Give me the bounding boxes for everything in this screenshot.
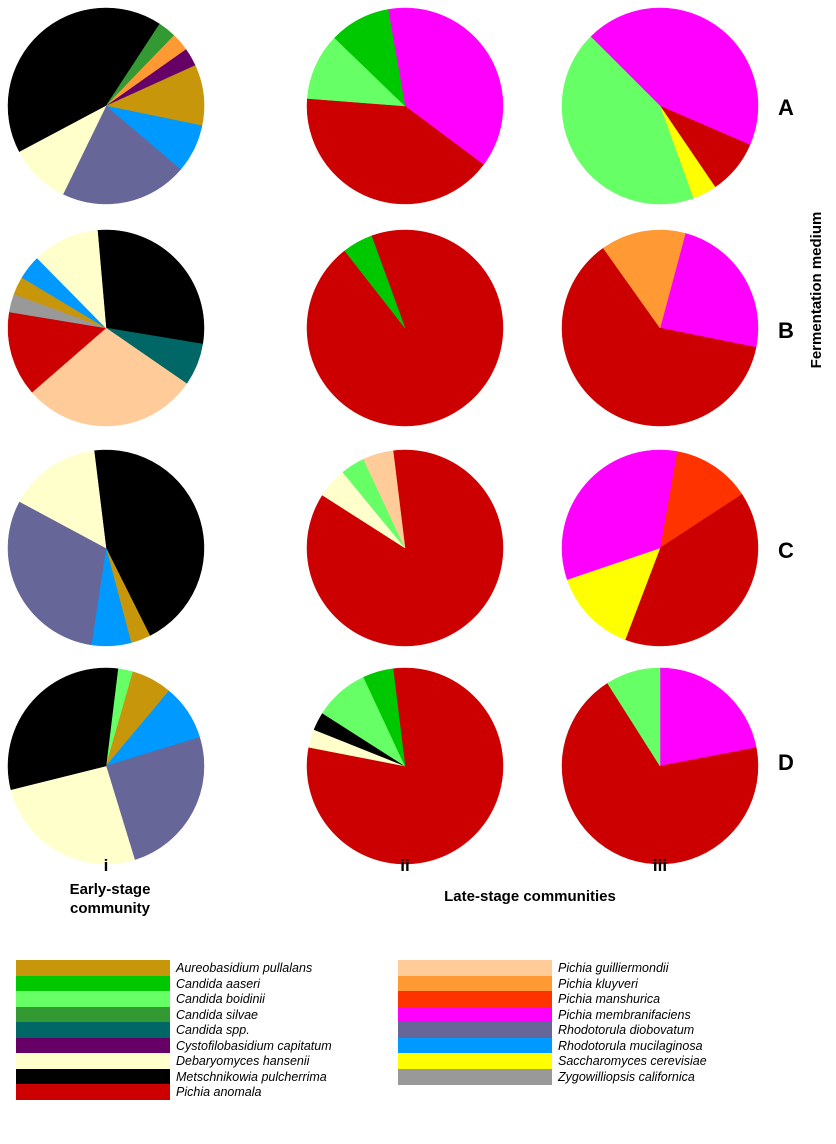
legend-label: Rhodotorula diobovatum: [558, 1023, 695, 1037]
legend-swatch: [398, 1022, 552, 1038]
pie-slice-p_anomala: [561, 682, 759, 865]
pie-slice-p_guilliermondii: [31, 327, 188, 427]
pie-slice-metschnikowia: [7, 7, 161, 153]
legend-swatch: [398, 1006, 552, 1023]
early-stage-title: Early-stage community: [69, 881, 151, 917]
pie-slice-c_boidinii: [607, 667, 661, 767]
pie-slice-debaryomyces: [10, 765, 135, 865]
legend-swatch: [16, 991, 170, 1007]
pie-slice-debaryomyces: [19, 105, 107, 195]
row-label-a: A: [778, 95, 794, 120]
pie-b-ii: [306, 229, 504, 427]
legend-label: Candida aaseri: [176, 976, 261, 991]
legend-swatch: [16, 1006, 170, 1023]
pie-d-ii: [306, 667, 504, 865]
pie-slice-r_diobovatum: [105, 737, 205, 861]
legend-swatch: [16, 1068, 170, 1085]
pie-a-iii: [561, 7, 759, 205]
pie-slice-r_diobovatum: [62, 105, 181, 205]
pie-slice-debaryomyces: [36, 230, 107, 329]
pie-b-i: [7, 229, 205, 427]
pie-slice-c_aaseri: [344, 235, 406, 329]
fermentation-medium-title: Fermentation medium: [808, 211, 825, 369]
pie-c-ii: [306, 449, 504, 647]
legend-label: Rhodotorula mucilaginosa: [558, 1038, 703, 1053]
row-label-c: C: [778, 538, 794, 563]
pie-slice-metschnikowia: [7, 667, 119, 791]
legend-label: Debaryomyces hansenii: [176, 1054, 310, 1068]
legend-label: Aureobasidium pullalans: [176, 961, 313, 975]
pie-d-i: [7, 667, 205, 865]
legend-swatch: [16, 1037, 170, 1054]
legend-swatch: [398, 975, 552, 992]
pie-slice-p_guilliermondii: [363, 450, 406, 549]
legend-swatch: [398, 960, 552, 976]
pie-slice-metschnikowia: [97, 229, 205, 345]
pie-slice-debaryomyces: [19, 450, 107, 549]
legend-label: Zygowilliopsis californica: [558, 1069, 695, 1084]
pie-a-i: [7, 7, 205, 205]
pie-c-i: [7, 449, 205, 647]
pie-slice-p_kluyveri: [602, 229, 686, 329]
pie-slice-r_diobovatum: [7, 501, 107, 646]
pie-slice-p_anomala: [7, 311, 107, 393]
pie-a-ii: [306, 7, 504, 205]
pie-d-iii: [561, 667, 759, 865]
legend-swatch: [398, 1037, 552, 1054]
legend-swatch: [16, 1053, 170, 1069]
pie-slice-p_anomala: [561, 247, 757, 427]
pie-slice-c_aaseri: [363, 668, 406, 767]
column-label-iii: iii: [652, 856, 668, 875]
legend-label: Pichia manshurica: [558, 992, 661, 1006]
pie-slice-p_membranifaciens: [561, 449, 678, 580]
column-label-i: i: [103, 856, 109, 875]
row-label-b: B: [778, 318, 794, 343]
legend-label: Pichia guilliermondii: [558, 961, 669, 975]
legend-swatch: [398, 1053, 552, 1069]
pie-b-iii: [561, 229, 759, 427]
legend-label: Pichia kluyveri: [558, 976, 638, 991]
pie-slice-p_membranifaciens: [659, 667, 757, 767]
pie-slice-metschnikowia: [93, 449, 205, 636]
row-label-d: D: [778, 750, 794, 775]
pie-slice-p_anomala: [306, 98, 484, 205]
column-label-ii: ii: [400, 856, 410, 875]
legend-swatch: [16, 1022, 170, 1038]
legend-swatch: [398, 991, 552, 1007]
legend-swatch: [16, 960, 170, 976]
legend-label: Cystofilobasidium capitatum: [176, 1038, 332, 1053]
pie-slice-c_boidinii: [307, 37, 406, 107]
pie-slice-c_boidinii: [561, 36, 694, 205]
legend-label: Candida spp.: [176, 1023, 250, 1037]
legend-swatch: [16, 1084, 170, 1100]
pie-grid: [7, 7, 759, 865]
legend-label: Candida silvae: [176, 1007, 258, 1022]
pie-slice-s_cerevisiae: [566, 547, 661, 640]
pie-c-iii: [561, 449, 759, 647]
pie-slice-p_anomala: [624, 493, 759, 647]
legend-label: Saccharomyces cerevisiae: [558, 1054, 707, 1068]
late-stage-title: Late-stage communities: [444, 888, 616, 905]
legend-swatch: [16, 975, 170, 992]
legend-label: Metschnikowia pulcherrima: [176, 1069, 327, 1084]
pie-slice-p_manshurica: [659, 451, 743, 549]
legend-label: Pichia anomala: [176, 1085, 262, 1099]
pie-slice-p_membranifaciens: [387, 7, 504, 166]
pie-slice-p_membranifaciens: [659, 233, 759, 348]
pie-slice-c_aaseri: [334, 9, 406, 107]
pie-slice-p_membranifaciens: [590, 7, 759, 146]
legend-label: Candida boidinii: [176, 992, 265, 1006]
legend-swatch: [398, 1068, 552, 1085]
legend-label: Pichia membranifaciens: [558, 1007, 691, 1022]
